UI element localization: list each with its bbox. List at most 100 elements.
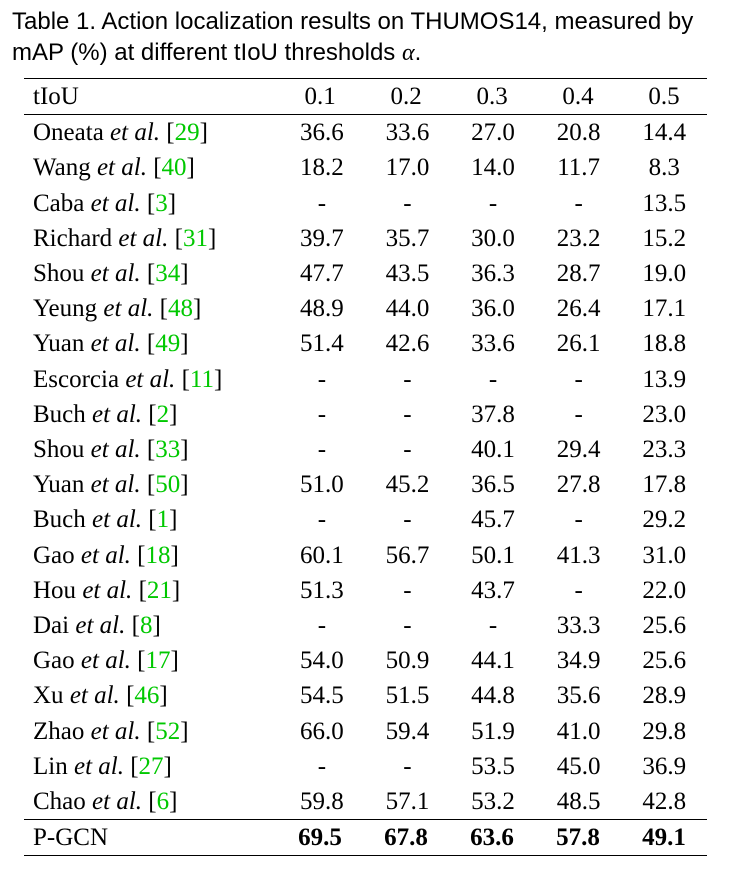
- table-cell-value: 19.0: [642, 260, 687, 288]
- method-name: Lin et al. [27]: [33, 752, 172, 780]
- et-al: et al.: [103, 295, 154, 323]
- method-name: Buch et al. [1]: [33, 506, 178, 534]
- table-cell-value: 54.5: [299, 682, 344, 710]
- author-name: Dai: [33, 612, 70, 640]
- table-cell-value: 29.8: [642, 717, 687, 745]
- table-cell-value: 27.0: [471, 119, 515, 147]
- author-name: Buch: [33, 506, 86, 534]
- citation-link[interactable]: 34: [155, 260, 181, 288]
- table-cell-value: 26.1: [556, 330, 601, 358]
- bottom-rule: [24, 855, 707, 857]
- table-cell-value: -: [488, 189, 498, 217]
- author-name: Yeung: [33, 295, 98, 323]
- citation-link[interactable]: 21: [146, 576, 172, 604]
- table-cell-value: 42.8: [642, 788, 687, 816]
- et-al: et al.: [80, 541, 131, 569]
- method-name: Oneata et al. [29]: [33, 119, 208, 147]
- table-cell-value: 44.1: [471, 647, 515, 675]
- author-name: Oneata: [33, 119, 104, 147]
- et-al: et al.: [90, 260, 141, 288]
- table-cell-value: 37.8: [471, 400, 515, 428]
- method-name: Dai et al. [8]: [33, 612, 161, 640]
- citation-link[interactable]: 49: [155, 330, 181, 358]
- method-name: Caba et al. [3]: [33, 189, 177, 217]
- citation-link[interactable]: 48: [167, 295, 193, 323]
- citation-link[interactable]: 52: [155, 717, 181, 745]
- citation-link[interactable]: 31: [182, 224, 208, 252]
- table-row: Hou et al. [21] 51.3 - 43.7 - 22.0: [24, 573, 707, 608]
- header-rule: [24, 114, 707, 116]
- table-cell-value: 43.5: [385, 260, 430, 288]
- table-cell-value: 57.8: [556, 824, 600, 852]
- table-cell-value: -: [574, 576, 583, 604]
- citation-link[interactable]: 50: [155, 471, 181, 499]
- caption-line-2-prefix: mAP (%) at different tIoU thresholds: [12, 39, 402, 66]
- table-cell-value: 49.1: [642, 824, 686, 852]
- table-body: Oneata et al. [29] 36.6 33.6 27.0 20.8 14.4 Wa…: [24, 115, 707, 819]
- header-threshold: 0.1: [304, 83, 336, 110]
- table-row: Wang et al. [40] 18.2 17.0 14.0 11.7 8.3: [24, 150, 707, 185]
- table-cell-value: 17.0: [385, 154, 430, 182]
- et-al: et al.: [90, 717, 141, 745]
- author-name: Zhao: [33, 717, 85, 745]
- table-cell-value: 51.3: [299, 576, 344, 604]
- table-cell-value: -: [403, 752, 412, 780]
- table-cell-value: 45.7: [471, 506, 515, 534]
- method-name: Escorcia et al. [11]: [33, 365, 223, 393]
- table-cell-value: 51.0: [299, 471, 344, 499]
- citation-link[interactable]: 1: [156, 506, 170, 534]
- table-cell-value: 20.8: [556, 119, 601, 147]
- citation-link[interactable]: 17: [145, 647, 171, 675]
- table-row: Xu et al. [46] 54.5 51.5 44.8 35.6 28.9: [24, 678, 707, 713]
- author-name: Gao: [33, 541, 75, 569]
- table-cell-value: 23.0: [642, 400, 687, 428]
- table-cell-value: 17.8: [642, 471, 687, 499]
- et-al: et al.: [90, 436, 141, 464]
- table-cell-value: 48.5: [556, 788, 601, 816]
- table-cell-value: 59.8: [299, 788, 344, 816]
- et-al: et al.: [92, 788, 143, 816]
- table-cell-value: 36.5: [471, 471, 515, 499]
- citation-link[interactable]: 27: [138, 752, 164, 780]
- caption-line-2: mAP (%) at different tIoU thresholds α.: [12, 37, 732, 69]
- citation-link[interactable]: 18: [145, 541, 171, 569]
- citation-link[interactable]: 29: [174, 119, 200, 147]
- citation-link[interactable]: 2: [156, 400, 170, 428]
- citation-link[interactable]: 3: [155, 189, 168, 217]
- citation-link[interactable]: 8: [139, 612, 153, 640]
- table-cell-value: 66.0: [299, 717, 344, 745]
- table-cell-value: 51.4: [299, 330, 344, 358]
- table-cell-value: 13.5: [642, 189, 687, 217]
- method-name: Richard et al. [31]: [33, 224, 217, 252]
- citation-link[interactable]: 11: [189, 365, 214, 393]
- table-cell-value: 44.0: [385, 295, 430, 323]
- table-cell-value: 13.9: [642, 365, 687, 393]
- citation-link[interactable]: 46: [134, 682, 160, 710]
- table-cell-value: 22.0: [642, 576, 687, 604]
- table-cell-value: -: [317, 612, 327, 640]
- table-cell-value: -: [403, 189, 412, 217]
- table-row-ours: P-GCN 69.5 67.8 63.6 57.8 49.1: [24, 820, 707, 855]
- table-cell-value: -: [403, 612, 412, 640]
- table-cell-value: 57.1: [385, 788, 430, 816]
- table-cell-value: -: [574, 365, 583, 393]
- et-al: et al.: [69, 682, 120, 710]
- citation-link[interactable]: 33: [155, 436, 181, 464]
- et-al: et al.: [118, 224, 169, 252]
- table-cell-value: 34.9: [556, 647, 601, 675]
- citation-link[interactable]: 40: [161, 154, 187, 182]
- table-cell-value: 36.9: [642, 752, 687, 780]
- method-name: Gao et al. [17]: [33, 647, 179, 675]
- method-name: Yuan et al. [49]: [33, 330, 189, 358]
- table-cell-value: -: [488, 365, 498, 393]
- citation-link[interactable]: 6: [156, 788, 170, 816]
- table-cell-value: -: [574, 189, 583, 217]
- table-cell-value: 45.2: [385, 471, 430, 499]
- table-cell-value: 26.4: [556, 295, 601, 323]
- table-cell-value: 44.8: [471, 682, 515, 710]
- et-al: et al.: [90, 189, 141, 217]
- table-cell-value: 33.6: [385, 119, 430, 147]
- table-cell-value: 33.6: [471, 330, 515, 358]
- table-cell-value: 36.3: [471, 260, 515, 288]
- table-cell-value: 43.7: [471, 576, 515, 604]
